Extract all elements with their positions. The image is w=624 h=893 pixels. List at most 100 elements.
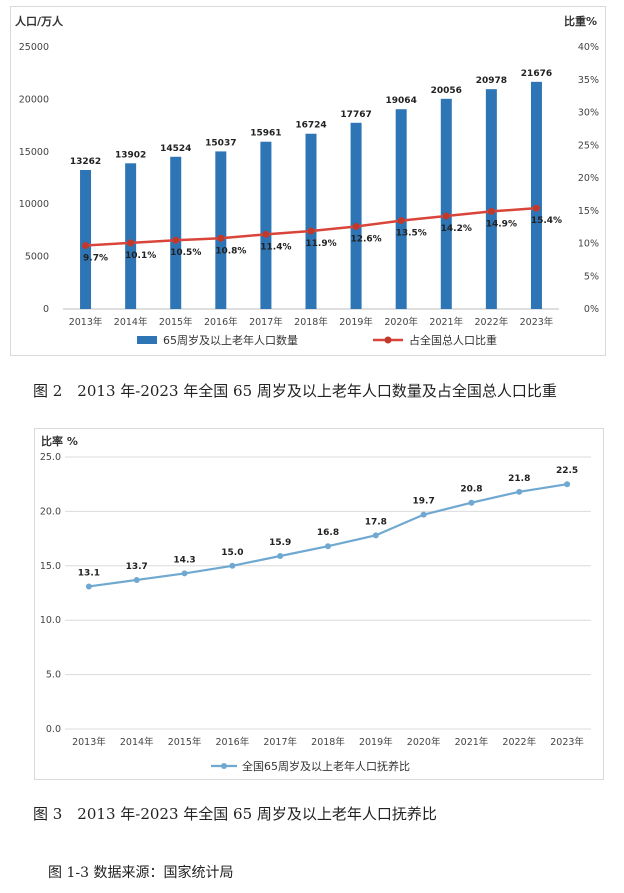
legend-bar-swatch <box>137 336 157 344</box>
y-tick-label: 10.0 <box>40 615 61 626</box>
y-tick-label: 5.0 <box>46 670 61 681</box>
left-tick-label: 0 <box>43 304 49 315</box>
x-tick-label: 2017年 <box>263 736 297 748</box>
bar <box>305 133 317 309</box>
y-tick-label: 0.0 <box>46 724 61 735</box>
right-tick-label: 40% <box>578 42 599 53</box>
ratio-point <box>277 553 284 560</box>
legend-line-label: 占全国总人口比重 <box>409 333 497 347</box>
ratio-value-label: 16.8 <box>317 528 339 538</box>
data-source-note: 图 1-3 数据来源：国家统计局 <box>48 865 234 881</box>
ratio-point <box>487 207 495 215</box>
bar <box>215 151 227 309</box>
bar <box>125 163 137 309</box>
ratio-value-label: 21.8 <box>508 474 530 484</box>
figure2-chart-panel: 人口/万人 比重% 0 5000 10000 15000 20000 25000 0% 5% 10%… <box>10 6 606 356</box>
x-tick-label: 2020年 <box>407 736 441 748</box>
ratio-point <box>307 227 315 235</box>
ratio-value-label: 20.8 <box>460 485 482 495</box>
bar-value-label: 20056 <box>431 86 462 96</box>
ratio-value-label: 9.7% <box>83 253 108 263</box>
right-tick-label: 30% <box>578 108 599 119</box>
x-tick-label: 2023年 <box>550 736 584 748</box>
bar <box>170 156 182 309</box>
bar <box>530 81 542 310</box>
x-tick-label: 2014年 <box>120 736 154 748</box>
x-tick-label: 2017年 <box>249 316 283 328</box>
ratio-value-label: 17.8 <box>365 517 387 527</box>
bar-value-label: 13902 <box>115 150 146 160</box>
right-tick-label: 25% <box>578 140 599 151</box>
legend-line-marker <box>221 763 227 769</box>
ratio-point <box>229 562 236 569</box>
ratio-point <box>82 241 90 249</box>
ratio-point <box>564 481 571 488</box>
x-tick-label: 2016年 <box>216 736 250 748</box>
bar-value-label: 19064 <box>386 96 417 106</box>
figure2-chart: 人口/万人 比重% 0 5000 10000 15000 20000 25000 0% 5% 10%… <box>15 14 599 347</box>
bar-value-label: 14524 <box>160 144 191 154</box>
ratio-point <box>85 583 92 590</box>
legend-line-marker <box>384 336 392 344</box>
x-tick-label: 2015年 <box>168 736 202 748</box>
bar-value-label: 15037 <box>205 138 236 148</box>
bar-value-label: 13262 <box>70 157 101 167</box>
ratio-value-label: 11.4% <box>260 242 291 252</box>
x-tick-label: 2018年 <box>311 736 345 748</box>
bar <box>395 109 407 309</box>
y-axis-title: 比率 % <box>41 434 78 448</box>
left-tick-label: 20000 <box>19 94 49 105</box>
right-tick-label: 20% <box>578 173 599 184</box>
right-axis-title: 比重% <box>564 14 597 28</box>
ratio-value-label: 10.1% <box>125 251 156 261</box>
figure2-caption: 图 2 2013 年-2023 年全国 65 周岁及以上老年人口数量及占全国总人… <box>33 382 557 400</box>
left-tick-label: 10000 <box>19 199 49 210</box>
ratio-value-label: 14.9% <box>486 219 517 229</box>
ratio-point <box>420 511 427 518</box>
left-tick-label: 15000 <box>19 147 49 158</box>
x-tick-label: 2019年 <box>359 736 393 748</box>
figure3-chart: 比率 % 0.0 5.0 10.0 15.0 20.0 25.0 13.1 13.7 14.3 15… <box>40 434 591 773</box>
ratio-value-label: 15.4% <box>531 216 562 226</box>
y-tick-label: 20.0 <box>40 506 61 517</box>
x-tick-label: 2020年 <box>384 316 418 328</box>
ratio-point <box>516 488 523 495</box>
bar-value-label: 16724 <box>295 121 326 131</box>
bar-value-label: 15961 <box>250 129 281 139</box>
ratio-value-label: 15.9 <box>269 538 291 548</box>
x-tick-label: 2014年 <box>114 316 148 328</box>
right-tick-label: 10% <box>578 239 599 250</box>
right-tick-label: 15% <box>578 206 599 217</box>
x-tick-label: 2015年 <box>159 316 193 328</box>
ratio-point <box>172 236 180 244</box>
ratio-value-label: 19.7 <box>413 497 435 507</box>
x-tick-label: 2013年 <box>69 316 103 328</box>
figure3-caption: 图 3 2013 年-2023 年全国 65 周岁及以上老年人口抚养比 <box>33 805 437 823</box>
x-tick-label: 2021年 <box>455 736 489 748</box>
x-tick-label: 2018年 <box>294 316 328 328</box>
ratio-value-label: 14.2% <box>441 224 472 234</box>
bar <box>350 122 362 309</box>
left-tick-label: 25000 <box>19 42 49 53</box>
ratio-value-label: 10.8% <box>215 246 246 256</box>
bar <box>80 170 92 309</box>
ratio-point <box>127 239 135 247</box>
ratio-value-label: 13.7 <box>126 562 148 572</box>
x-tick-label: 2021年 <box>429 316 463 328</box>
bar-value-label: 21676 <box>521 69 552 79</box>
bar <box>260 141 272 309</box>
ratio-value-label: 10.5% <box>170 248 201 258</box>
ratio-point <box>262 230 270 238</box>
legend-bar-label: 65周岁及以上老年人口数量 <box>163 333 298 347</box>
x-tick-label: 2019年 <box>339 316 373 328</box>
right-tick-label: 5% <box>584 271 599 282</box>
ratio-point <box>217 234 225 242</box>
bar <box>485 89 497 309</box>
ratio-point <box>397 217 405 225</box>
x-tick-label: 2016年 <box>204 316 238 328</box>
figure3-chart-panel: 比率 % 0.0 5.0 10.0 15.0 20.0 25.0 13.1 13.7 14.3 15… <box>34 428 604 780</box>
ratio-point <box>532 204 540 212</box>
left-axis-title: 人口/万人 <box>15 14 64 28</box>
ratio-value-label: 13.1 <box>78 568 100 578</box>
bar-value-label: 17767 <box>340 110 371 120</box>
